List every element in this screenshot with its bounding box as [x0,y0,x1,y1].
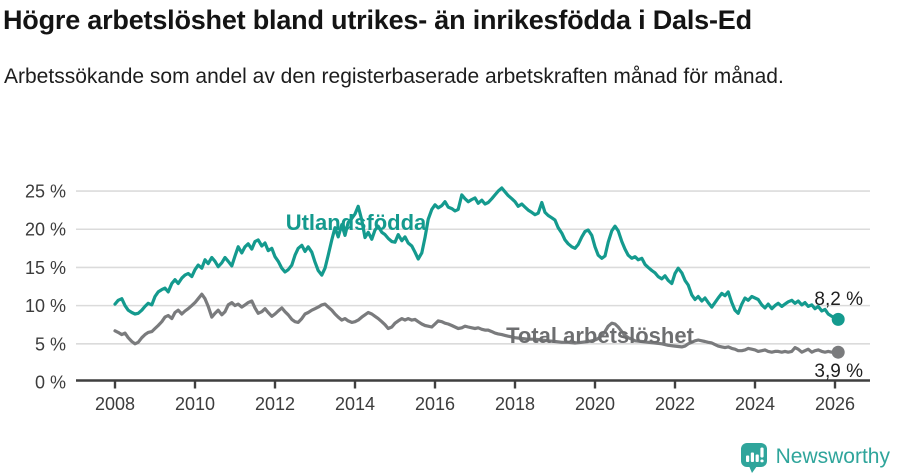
series-end-value-1: 3,9 % [814,361,863,382]
y-axis-tick-label: 15 % [25,258,66,278]
newsworthy-logo-icon [740,442,769,473]
x-axis-tick-label: 2022 [655,394,695,414]
x-axis-tick-label: 2016 [415,394,455,414]
series-label-0: Utlandsfödda [286,210,427,235]
x-axis-tick-label: 2012 [255,394,295,414]
y-axis-tick-label: 5 % [35,334,66,354]
x-axis-tick-label: 2010 [175,394,215,414]
y-axis-tick-label: 20 % [25,220,66,240]
series-line-1 [113,292,840,354]
x-axis-tick-label: 2020 [575,394,615,414]
page-title: Högre arbetslöshet bland utrikes- än inr… [3,5,752,35]
series-end-dot-1 [831,345,845,359]
series-end-dot-0 [831,312,845,326]
series-end-value-0: 8,2 % [814,289,863,310]
y-axis-tick-label: 0 % [35,373,66,393]
y-axis-tick-label: 25 % [25,182,66,202]
page-subtitle: Arbetssökande som andel av den registerb… [4,65,784,88]
x-axis-tick-label: 2008 [95,394,135,414]
brand-name: Newsworthy [775,445,890,468]
x-axis-tick-label: 2014 [335,394,375,414]
x-axis-tick-label: 2024 [735,394,775,414]
brand-footer: Newsworthy [740,441,890,473]
x-axis-tick-label: 2018 [495,394,535,414]
series-label-1: Total arbetslöshet [506,323,695,348]
x-axis-tick-label: 2026 [815,394,855,414]
series-line-0 [113,186,840,321]
y-axis-tick-label: 10 % [25,296,66,316]
